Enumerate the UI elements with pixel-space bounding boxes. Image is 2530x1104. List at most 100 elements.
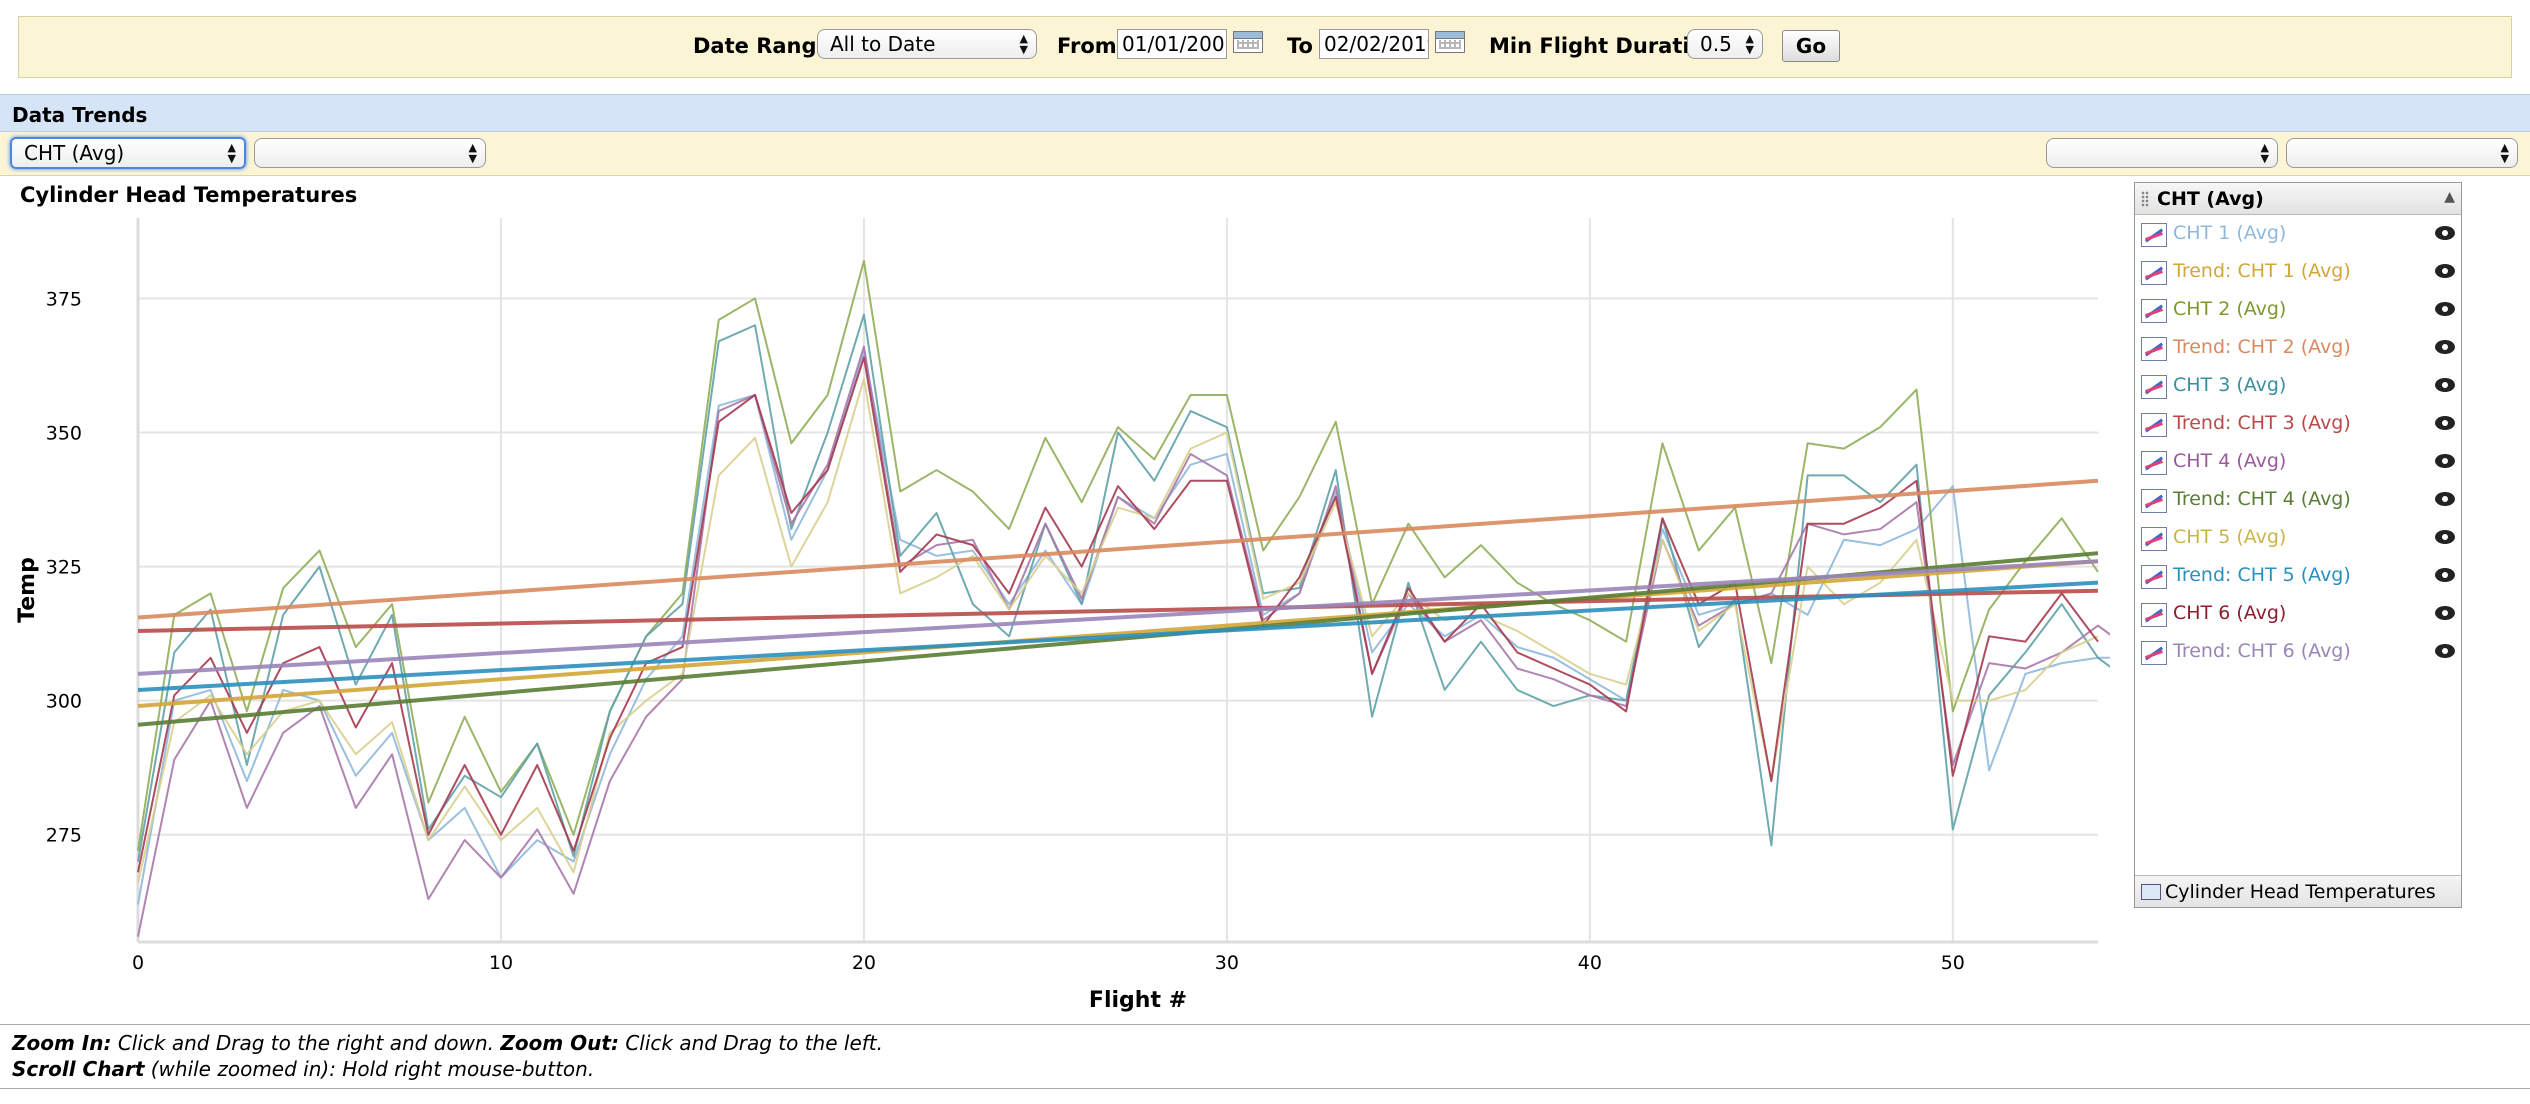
y-axis-label: Temp xyxy=(15,557,40,623)
primary-series-select[interactable]: CHT (Avg) ▲ ▼ xyxy=(10,137,246,169)
trend-series-icon xyxy=(2141,489,2167,513)
series-line xyxy=(137,313,2110,862)
trend-series-icon xyxy=(2141,337,2167,361)
eye-icon[interactable] xyxy=(2435,568,2455,582)
primary-series-value: CHT (Avg) xyxy=(24,141,125,165)
series-line xyxy=(137,588,2099,633)
min-duration-value: 0.5 xyxy=(1700,32,1732,56)
chart-icon xyxy=(2141,884,2161,900)
line-series-icon xyxy=(2141,299,2167,323)
legend-item[interactable]: Trend: CHT 1 (Avg) xyxy=(2135,253,2461,291)
x-tick-label: 0 xyxy=(132,952,144,974)
legend-item[interactable]: Trend: CHT 4 (Avg) xyxy=(2135,481,2461,519)
x-tick-label: 20 xyxy=(852,952,876,974)
legend-header-title: CHT (Avg) xyxy=(2157,188,2264,210)
eye-icon[interactable] xyxy=(2435,340,2455,354)
select-arrows-icon: ▲ ▼ xyxy=(1745,32,1754,56)
legend-item[interactable]: Trend: CHT 5 (Avg) xyxy=(2135,557,2461,595)
y-tick-label: 275 xyxy=(46,825,82,847)
x-tick-label: 50 xyxy=(1941,952,1965,974)
legend-item-label: Trend: CHT 4 (Avg) xyxy=(2173,488,2351,510)
eye-icon[interactable] xyxy=(2435,454,2455,468)
legend-item[interactable]: Trend: CHT 6 (Avg) xyxy=(2135,633,2461,671)
legend-item[interactable]: CHT 2 (Avg) xyxy=(2135,291,2461,329)
date-range-select[interactable]: All to Date ▲ ▼ xyxy=(817,29,1037,59)
series-line xyxy=(137,356,2099,873)
from-date-input[interactable]: 01/01/2003 xyxy=(1117,29,1227,59)
legend-item-label: Trend: CHT 5 (Avg) xyxy=(2173,564,2351,586)
filter-bar: Date Range All to Date ▲ ▼ From 01/01/200… xyxy=(18,16,2512,78)
series-line xyxy=(137,580,2099,692)
eye-icon[interactable] xyxy=(2435,644,2455,658)
right-series-select-2[interactable]: ▲ ▼ xyxy=(2286,138,2518,168)
eye-icon[interactable] xyxy=(2435,226,2455,240)
help-text: Zoom In: Click and Drag to the right and… xyxy=(12,1030,883,1082)
series-line xyxy=(137,559,2099,709)
legend-item[interactable]: CHT 5 (Avg) xyxy=(2135,519,2461,557)
legend-footer[interactable]: Cylinder Head Temperatures xyxy=(2135,875,2461,907)
min-duration-select[interactable]: 0.5 ▲ ▼ xyxy=(1687,29,1763,59)
trend-series-icon xyxy=(2141,261,2167,285)
legend-item-label: CHT 6 (Avg) xyxy=(2173,602,2287,624)
help-line-2: Scroll Chart (while zoomed in): Hold rig… xyxy=(12,1057,595,1081)
help-line-1: Zoom In: Click and Drag to the right and… xyxy=(12,1031,883,1055)
from-calendar-icon[interactable] xyxy=(1233,31,1263,53)
eye-icon[interactable] xyxy=(2435,302,2455,316)
secondary-series-select[interactable]: ▲ ▼ xyxy=(254,138,486,168)
series-control-bar: CHT (Avg) ▲ ▼ ▲ ▼ ▲ ▼ ▲ ▼ xyxy=(0,132,2530,176)
line-series-icon xyxy=(2141,603,2167,627)
series-line xyxy=(137,345,2110,937)
eye-icon[interactable] xyxy=(2435,606,2455,620)
date-range-label: Date Range xyxy=(693,34,831,58)
line-series-icon xyxy=(2141,451,2167,475)
date-range-value: All to Date xyxy=(830,32,936,56)
eye-icon[interactable] xyxy=(2435,378,2455,392)
x-tick-label: 40 xyxy=(1578,952,1602,974)
legend-item[interactable]: CHT 3 (Avg) xyxy=(2135,367,2461,405)
eye-icon[interactable] xyxy=(2435,416,2455,430)
eye-icon[interactable] xyxy=(2435,530,2455,544)
legend-item[interactable]: Trend: CHT 3 (Avg) xyxy=(2135,405,2461,443)
x-axis-label: Flight # xyxy=(1089,988,1187,1013)
select-arrows-icon: ▲ ▼ xyxy=(468,141,477,165)
divider xyxy=(0,1088,2530,1089)
collapse-arrow-icon[interactable]: ▲ xyxy=(2444,189,2455,205)
legend-header[interactable]: CHT (Avg) ▲ xyxy=(2135,183,2461,215)
select-arrows-icon: ▲ ▼ xyxy=(2500,141,2509,165)
right-series-select-1[interactable]: ▲ ▼ xyxy=(2046,138,2278,168)
drag-handle-icon[interactable] xyxy=(2141,191,2149,207)
line-series-icon xyxy=(2141,527,2167,551)
legend-item-label: Trend: CHT 6 (Avg) xyxy=(2173,640,2351,662)
go-button[interactable]: Go xyxy=(1782,30,1840,62)
legend-item-label: Trend: CHT 2 (Avg) xyxy=(2173,336,2351,358)
legend-item-label: Trend: CHT 1 (Avg) xyxy=(2173,260,2351,282)
line-series-icon xyxy=(2141,223,2167,247)
x-tick-label: 30 xyxy=(1215,952,1239,974)
legend-item[interactable]: Trend: CHT 2 (Avg) xyxy=(2135,329,2461,367)
y-tick-label: 350 xyxy=(46,423,82,445)
legend-item[interactable]: CHT 4 (Avg) xyxy=(2135,443,2461,481)
legend-panel: CHT (Avg) ▲ CHT 1 (Avg) Trend: CHT 1 (Avg… xyxy=(2134,182,2462,908)
min-duration-label: Min Flight Duration xyxy=(1489,34,1719,58)
divider xyxy=(0,1024,2530,1025)
series-line xyxy=(137,559,2099,676)
trend-series-icon xyxy=(2141,565,2167,589)
y-tick-label: 375 xyxy=(46,288,82,310)
series-line xyxy=(137,478,2099,620)
legend-item-label: CHT 3 (Avg) xyxy=(2173,374,2287,396)
section-title: Data Trends xyxy=(12,103,148,127)
to-calendar-icon[interactable] xyxy=(1435,31,1465,53)
trend-series-icon xyxy=(2141,413,2167,437)
line-chart[interactable]: 0 10 20 30 40 50 275 300 325 350 375 Flight # Temp xyxy=(0,200,2110,1020)
legend-footer-label: Cylinder Head Temperatures xyxy=(2165,881,2436,903)
select-arrows-icon: ▲ ▼ xyxy=(1019,32,1028,56)
y-tick-label: 300 xyxy=(46,691,82,713)
legend-item[interactable]: CHT 6 (Avg) xyxy=(2135,595,2461,633)
legend-item[interactable]: CHT 1 (Avg) xyxy=(2135,215,2461,253)
x-tick-label: 10 xyxy=(489,952,513,974)
eye-icon[interactable] xyxy=(2435,492,2455,506)
series-line xyxy=(137,377,2099,884)
to-date-input[interactable]: 02/02/2019 xyxy=(1319,29,1429,59)
eye-icon[interactable] xyxy=(2435,264,2455,278)
section-header: Data Trends xyxy=(0,94,2530,132)
